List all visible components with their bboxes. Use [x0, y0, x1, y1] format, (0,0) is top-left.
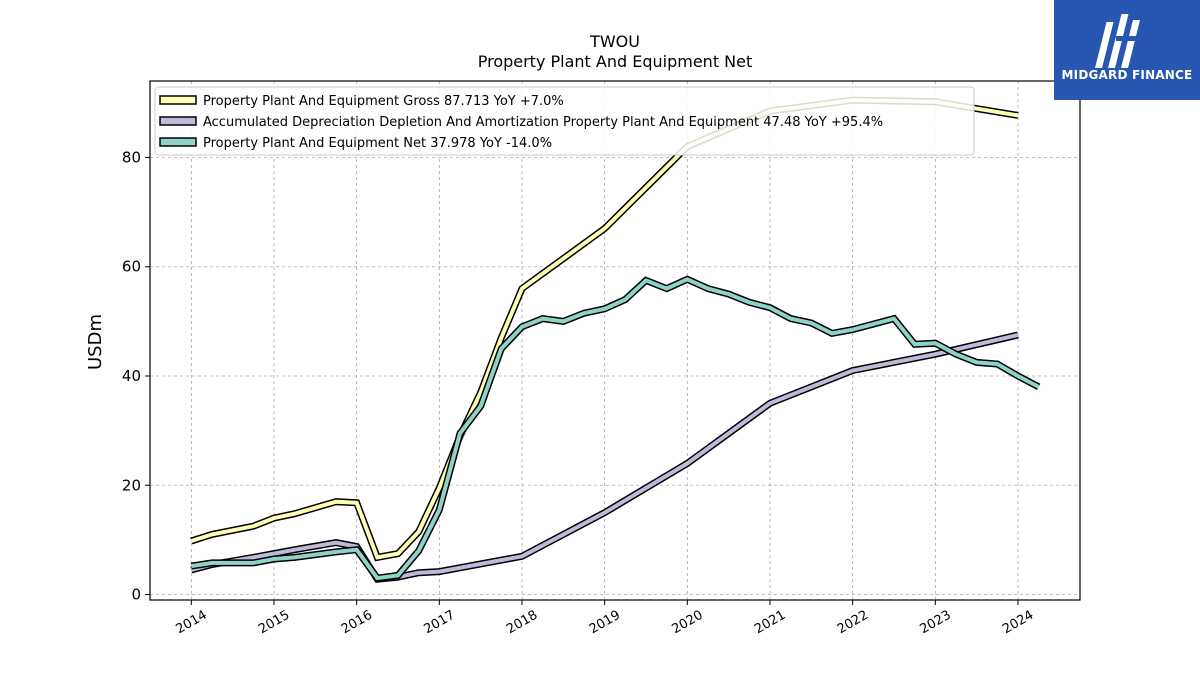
logo-mark-icon	[1095, 14, 1146, 68]
y-tick-label: 80	[122, 148, 141, 166]
y-tick-label: 60	[122, 258, 141, 276]
logo: MIDGARD FINANCE	[1054, 0, 1200, 100]
legend-label: Property Plant And Equipment Net 37.978 …	[203, 136, 552, 151]
series-line	[190, 333, 1019, 582]
chart-title: TWOU	[589, 32, 640, 51]
x-tick-label: 2023	[918, 608, 954, 638]
chart-subtitle: Property Plant And Equipment Net	[478, 52, 753, 71]
x-tick-label: 2018	[504, 608, 540, 638]
x-tick-label: 2024	[1000, 608, 1036, 638]
x-tick-label: 2015	[256, 608, 292, 638]
y-tick-label: 40	[122, 367, 141, 385]
logo-text: MIDGARD FINANCE	[1061, 68, 1193, 82]
legend-swatch	[159, 137, 197, 147]
series-layer	[190, 96, 1041, 583]
y-axis-label: USDm	[85, 314, 106, 370]
legend-label: Accumulated Depreciation Depletion And A…	[203, 115, 883, 130]
x-tick-label: 2022	[835, 608, 871, 638]
legend-swatch	[159, 116, 197, 126]
grid	[150, 81, 1080, 600]
x-tick-label: 2017	[422, 608, 458, 638]
x-tick-label: 2016	[339, 608, 375, 638]
y-tick-label: 0	[131, 586, 141, 604]
x-tick-label: 2020	[670, 608, 706, 638]
legend-swatch	[159, 95, 197, 105]
legend: Property Plant And Equipment Gross 87.71…	[154, 86, 975, 156]
x-tick-label: 2019	[587, 608, 623, 638]
series-line-outline	[190, 275, 1041, 582]
plot-frame	[149, 80, 1081, 601]
series-line	[190, 277, 1040, 581]
legend-label: Property Plant And Equipment Gross 87.71…	[203, 94, 564, 109]
y-tick-label: 20	[122, 476, 141, 494]
x-tick-label: 2014	[174, 608, 210, 638]
legend-box	[154, 86, 975, 156]
x-tick-label: 2021	[752, 608, 788, 638]
